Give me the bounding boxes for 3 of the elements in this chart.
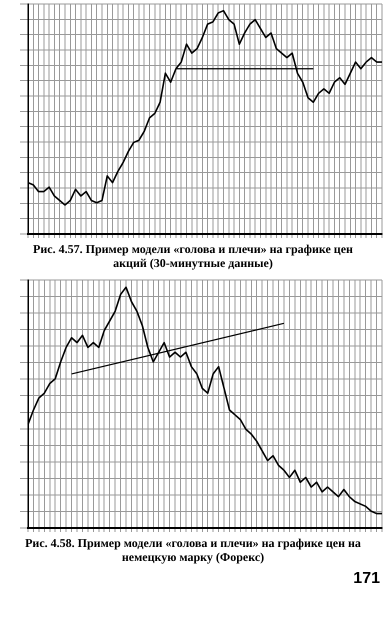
text: 171 <box>352 570 381 588</box>
text: Рис. 4.58. Пример модели «голова и плечи» на графике цен на немецкую марку (Форекс) <box>24 535 362 566</box>
text: Рис. 4.57. Пример модели «голова и плечи» на графике цен акций (30-минутные данные) <box>32 241 354 272</box>
